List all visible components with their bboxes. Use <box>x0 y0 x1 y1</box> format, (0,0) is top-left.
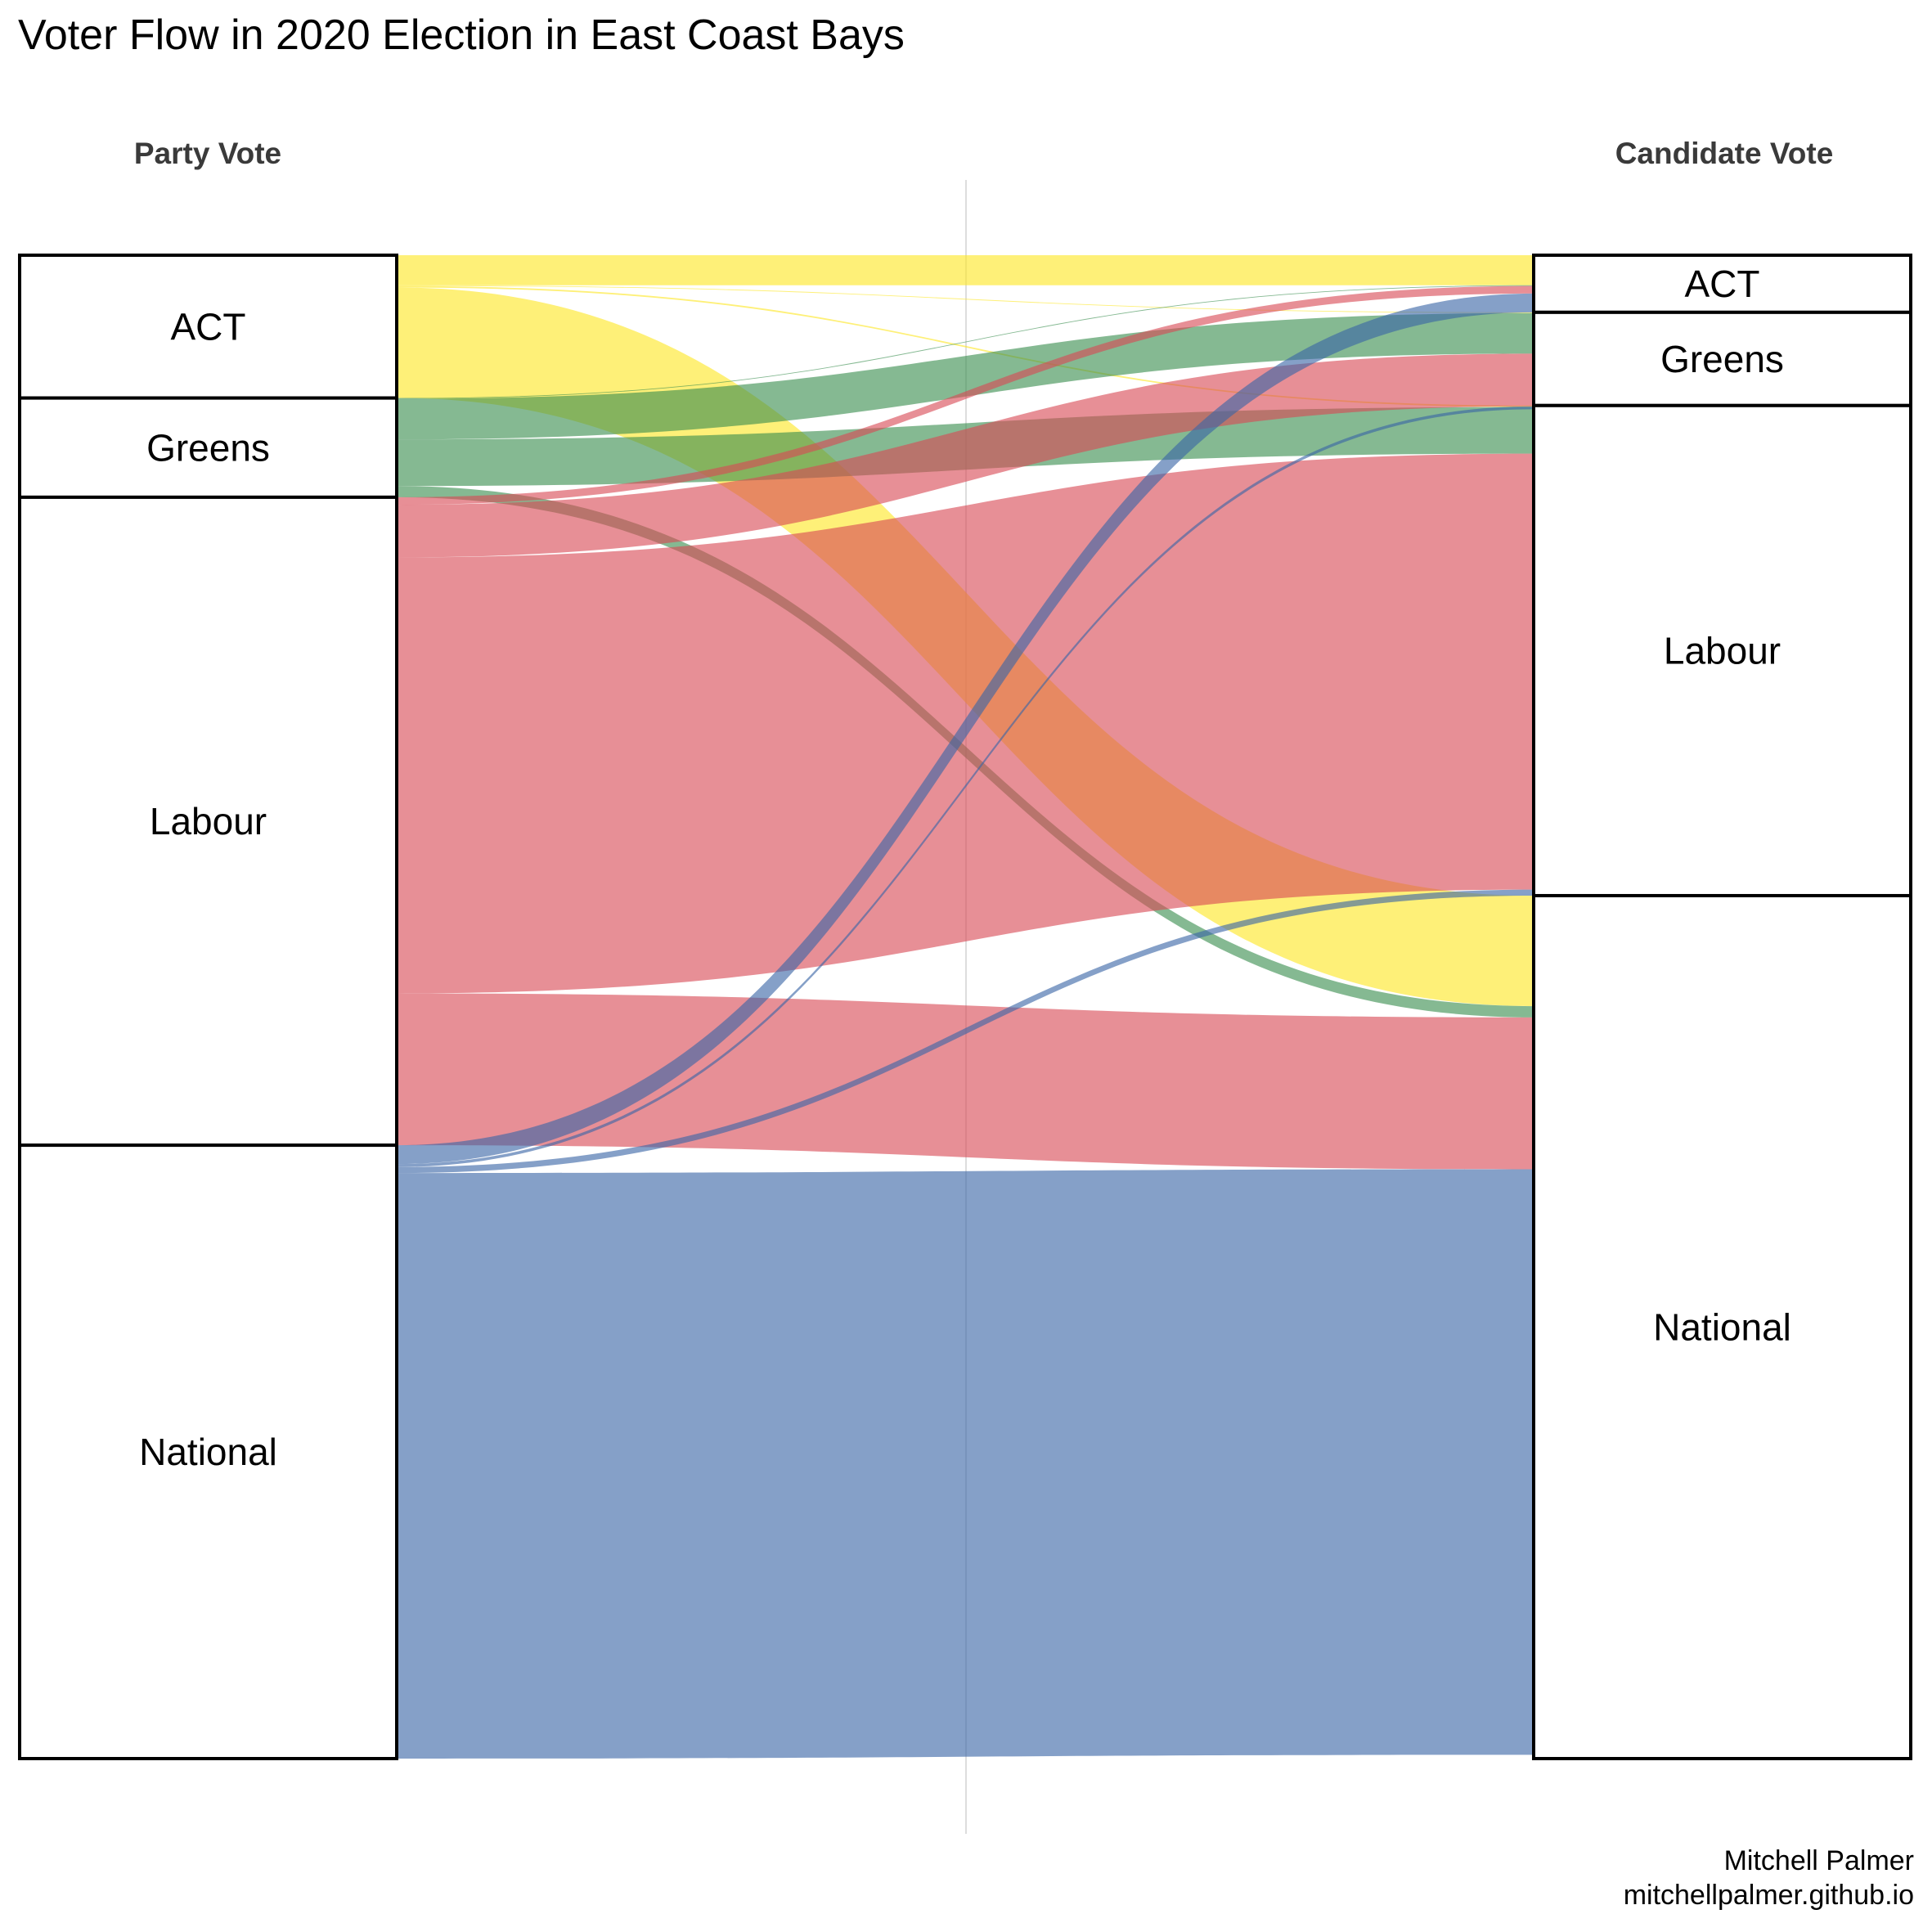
party-vote-stratum-label-labour: Labour <box>150 800 267 842</box>
party-vote-stratum-national <box>18 1143 398 1760</box>
candidate-vote-stratum-greens <box>1532 310 1912 407</box>
caption-site: mitchellpalmer.github.io <box>1624 1880 1914 1911</box>
flow-greens-to-act <box>397 285 1534 399</box>
flow-labour-to-greens <box>397 353 1534 558</box>
flow-labour-to-act <box>397 285 1534 505</box>
candidate-vote-stratum-label-act: ACT <box>1685 263 1760 305</box>
candidate-vote-stratum-label-national: National <box>1653 1305 1791 1348</box>
candidate-vote-stratum-label-labour: Labour <box>1664 629 1781 672</box>
candidate-vote-stratum-label-greens: Greens <box>1660 338 1784 380</box>
flow-national-to-act <box>397 293 1534 1165</box>
flow-greens-to-greens <box>397 312 1534 440</box>
party-vote-stratum-label-act: ACT <box>171 305 246 348</box>
flows-group <box>397 255 1534 1759</box>
flow-labour-to-national <box>397 993 1534 1170</box>
flow-national-to-national <box>397 1169 1534 1759</box>
flow-act-to-greens <box>397 285 1534 313</box>
candidate-vote-stratum-national <box>1532 893 1912 1760</box>
caption-author: Mitchell Palmer <box>1724 1845 1914 1876</box>
flow-national-to-labour <box>397 889 1534 1174</box>
party-vote-stratum-labour <box>18 495 398 1148</box>
candidate-vote-stratum-act <box>1532 254 1912 314</box>
flow-act-to-act <box>397 255 1534 285</box>
flow-national-to-greens <box>397 406 1534 1167</box>
axis-label-candidate-vote: Candidate Vote <box>1615 137 1834 170</box>
flow-act-to-labour <box>397 285 1534 407</box>
candidate-vote-stratum-labour <box>1532 403 1912 897</box>
party-vote-stratum-label-national: National <box>139 1431 277 1473</box>
chart-title: Voter Flow in 2020 Election in East Coas… <box>18 11 905 59</box>
party-vote-stratum-label-greens: Greens <box>146 426 270 469</box>
strata-group: ACT Greens Labour National ACT Greens Labour Na… <box>18 254 1912 1760</box>
axis-label-party-vote: Party Vote <box>134 137 281 170</box>
party-vote-stratum-act <box>18 254 398 400</box>
